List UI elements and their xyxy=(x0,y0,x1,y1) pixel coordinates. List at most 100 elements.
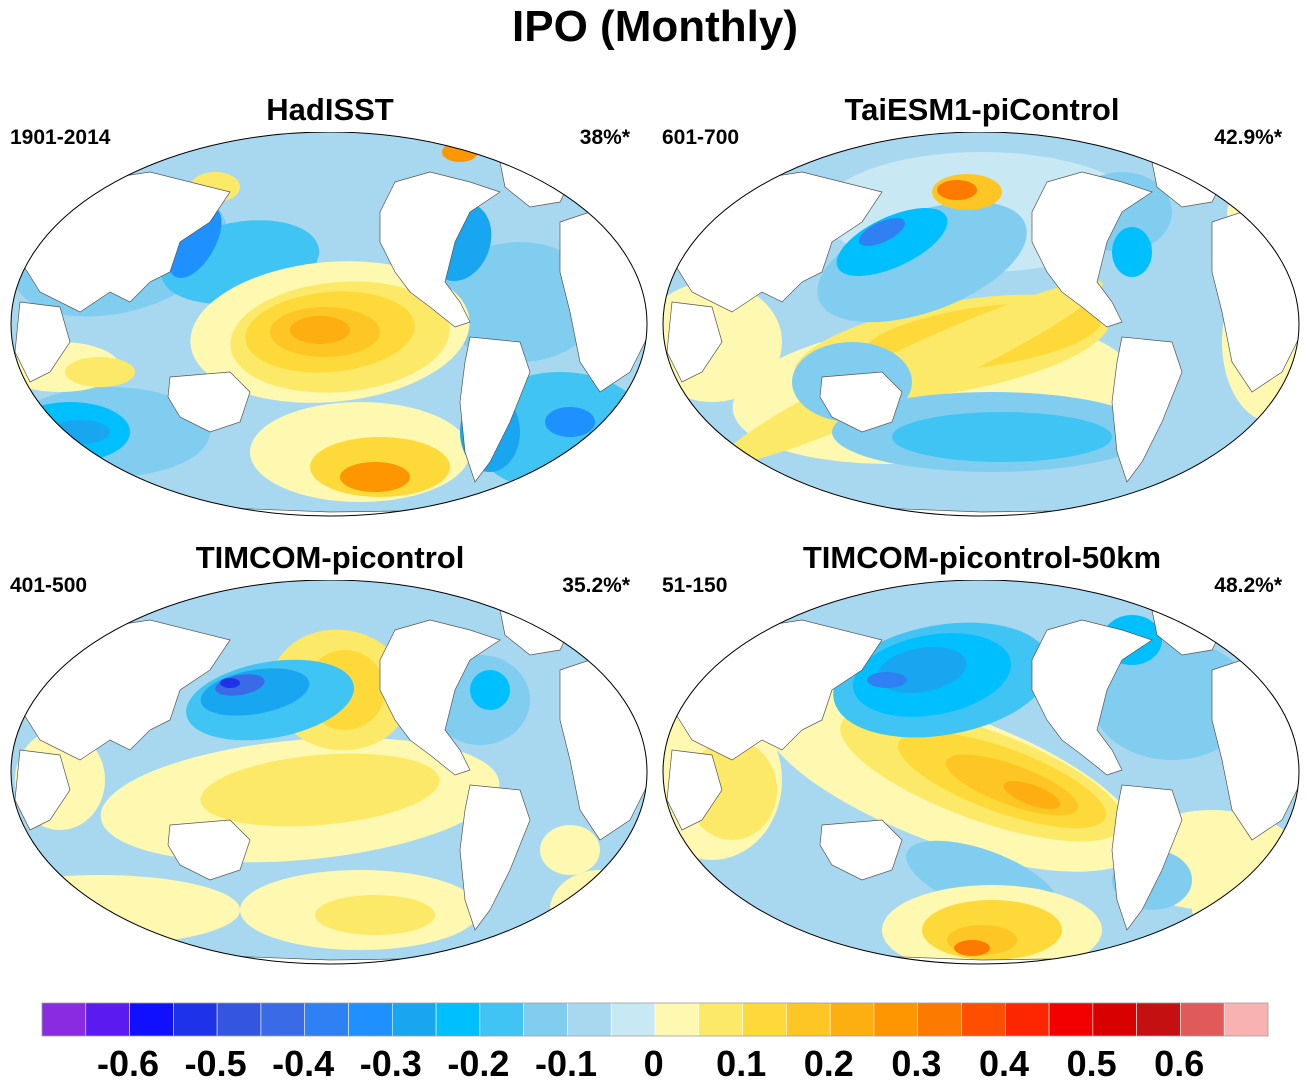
colorbar-swatch xyxy=(129,1002,174,1037)
anomaly-contour xyxy=(65,357,135,387)
anomaly-contour xyxy=(168,205,222,279)
colorbar-swatch xyxy=(391,1002,437,1037)
variance-label: 48.2%* xyxy=(1214,574,1282,597)
colorbar-swatch xyxy=(41,1002,87,1037)
landmass xyxy=(14,749,71,831)
anomaly-contour xyxy=(937,180,977,200)
period-label: 51-150 xyxy=(662,574,728,597)
map-border xyxy=(662,580,1300,965)
landmass xyxy=(379,619,501,776)
landmass xyxy=(14,301,71,383)
landmass xyxy=(1031,171,1153,328)
anomaly-contour xyxy=(1192,885,1272,935)
sst-map xyxy=(662,580,1300,965)
anomaly-contour xyxy=(892,412,1112,462)
colorbar-swatch xyxy=(610,1002,656,1037)
sst-anomaly-field xyxy=(663,132,1299,516)
colorbar-swatch xyxy=(698,1002,743,1037)
colorbar-swatch xyxy=(173,1002,218,1037)
colorbar-swatch xyxy=(917,1002,962,1037)
panel-title: HadISST xyxy=(266,92,394,127)
colorbar-tick-label: 0.2 xyxy=(804,1043,854,1084)
colorbar-tick-label: -0.2 xyxy=(447,1043,509,1084)
sst-map xyxy=(10,580,648,965)
variance-label: 38%* xyxy=(579,126,630,149)
colorbar-swatch xyxy=(1180,1002,1225,1037)
colorbar-swatch xyxy=(304,1002,349,1037)
colorbar-tick-label: 0.6 xyxy=(1154,1043,1204,1084)
figure-title: IPO (Monthly) xyxy=(512,2,798,51)
anomaly-contour xyxy=(858,218,906,246)
map-border xyxy=(10,580,648,965)
colorbar-swatch xyxy=(1223,1002,1269,1037)
period-label: 401-500 xyxy=(10,574,88,597)
map-panel-hadisst: HadISST 1901-2014 38%* xyxy=(0,92,660,537)
colorbar-swatch xyxy=(523,1002,568,1037)
colorbar-tick-label: -0.6 xyxy=(97,1043,159,1084)
landmass xyxy=(167,819,251,881)
landmass xyxy=(1111,336,1183,483)
colorbar-swatch xyxy=(961,1002,1006,1037)
anomaly-contour xyxy=(550,870,647,950)
colorbar-tick-label: 0.3 xyxy=(891,1043,941,1084)
colorbar-swatch xyxy=(567,1002,612,1037)
landmass xyxy=(1031,619,1153,776)
sst-map xyxy=(10,132,648,517)
map-panel-timcom: TIMCOM-picontrol 401-500 35.2%* xyxy=(0,540,660,985)
colorbar-swatch xyxy=(1048,1002,1094,1037)
colorbar-tick-label: -0.4 xyxy=(272,1043,334,1084)
anomaly-contour xyxy=(1112,227,1152,277)
colorbar-swatch xyxy=(260,1002,306,1037)
anomaly-contour xyxy=(470,670,510,710)
anomaly-contour xyxy=(290,316,350,344)
colorbar-swatch xyxy=(654,1002,700,1037)
colorbar-swatch xyxy=(85,1002,130,1037)
landmass xyxy=(819,819,903,881)
map-border xyxy=(662,132,1300,517)
colorbar-swatch xyxy=(873,1002,919,1037)
anomaly-contour xyxy=(540,825,600,875)
anomaly-contour xyxy=(220,678,240,688)
colorbar: -0.6 -0.5 -0.4 -0.3 -0.2 -0.1 0 0.1 0.2 0.3 0.4 0.5… xyxy=(41,1002,1269,1084)
colorbar-tick-label: 0.4 xyxy=(979,1043,1029,1084)
anomaly-contour xyxy=(200,753,440,827)
landmass xyxy=(1111,784,1183,931)
landmass xyxy=(459,336,531,483)
colorbar-swatch xyxy=(1004,1002,1050,1037)
sst-map xyxy=(662,132,1300,517)
landmass xyxy=(459,784,531,931)
colorbar-swatch xyxy=(435,1002,481,1037)
period-label: 1901-2014 xyxy=(10,126,111,149)
anomaly-contour xyxy=(1003,781,1061,809)
colorbar-tick-label: 0.1 xyxy=(716,1043,766,1084)
panel-title: TIMCOM-picontrol xyxy=(195,540,465,575)
colorbar-tick-label: -0.1 xyxy=(535,1043,597,1084)
variance-label: 42.9%* xyxy=(1214,126,1282,149)
colorbar-swatch xyxy=(786,1002,831,1037)
colorbar-swatch xyxy=(1136,1002,1181,1037)
anomaly-contour xyxy=(836,207,948,277)
colorbar-tick-label: 0.5 xyxy=(1067,1043,1117,1084)
period-label: 601-700 xyxy=(662,126,740,149)
map-border xyxy=(10,132,648,517)
landmass xyxy=(666,749,723,831)
colorbar-tick-label: -0.3 xyxy=(360,1043,422,1084)
colorbar-tick-label: -0.5 xyxy=(185,1043,247,1084)
panel-title: TaiESM1-piControl xyxy=(844,92,1120,127)
land-mask xyxy=(666,599,1299,964)
colorbar-swatch xyxy=(348,1002,393,1037)
landmass xyxy=(819,371,903,433)
colorbar-swatch xyxy=(479,1002,524,1037)
anomaly-contour xyxy=(315,895,435,935)
panel-title: TIMCOM-picontrol-50km xyxy=(802,540,1162,575)
anomaly-contour xyxy=(721,280,1103,464)
colorbar-tick-label: 0 xyxy=(644,1043,664,1084)
colorbar-swatch xyxy=(742,1002,787,1037)
colorbar-swatch xyxy=(829,1002,875,1037)
map-panel-timcom-50km: TIMCOM-picontrol-50km 51-150 48.2%* xyxy=(652,540,1310,985)
anomaly-contour xyxy=(545,407,595,437)
variance-label: 35.2%* xyxy=(562,574,630,597)
colorbar-swatch xyxy=(216,1002,262,1037)
anomaly-contour xyxy=(50,420,110,444)
sst-anomaly-field xyxy=(11,132,647,516)
